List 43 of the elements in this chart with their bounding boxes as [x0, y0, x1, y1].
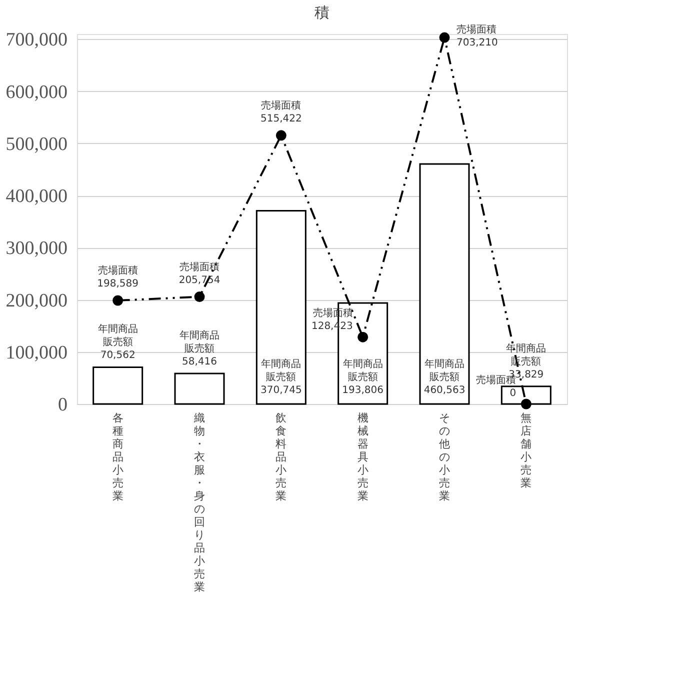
text: 売場面積	[261, 100, 302, 112]
x-tick-label: その他の小売業	[439, 412, 450, 502]
data-label: 70,562	[100, 350, 136, 362]
y-tick-label: 200,000	[6, 290, 68, 312]
point	[439, 32, 450, 43]
y-tick-label: 0	[58, 394, 68, 416]
bar	[174, 372, 225, 405]
text: 売場面積	[98, 266, 138, 277]
data-label: 58,416	[182, 356, 217, 368]
y-tick-label: 700,000	[6, 30, 68, 51]
x-tick-label: 各種商品小売業	[112, 412, 124, 502]
bar	[92, 366, 144, 405]
data-label: 193,806	[342, 385, 384, 396]
category-label: 織物・衣服・身の回り品小売業	[194, 412, 205, 594]
x-tick-label: 無店舗小売業	[520, 412, 532, 490]
series-label: 年間商品販売額	[261, 358, 302, 383]
text: 年間商品販売額	[98, 324, 138, 348]
text: 年間商品販売額	[342, 359, 383, 383]
bar	[419, 163, 470, 405]
chart-title: 積	[314, 4, 330, 22]
point	[276, 130, 286, 141]
data-label: 0	[510, 388, 516, 399]
point	[194, 292, 205, 302]
data-label: 703,210	[456, 38, 498, 49]
y-tick-label: 100,000	[6, 342, 68, 364]
text: 売場面積	[180, 262, 220, 273]
text: 年間商品販売額	[424, 359, 464, 383]
x-tick-label: 飲食料品小売業	[276, 412, 287, 502]
point	[112, 295, 124, 306]
y-tick-label: 400,000	[6, 186, 68, 208]
y-tick-label: 500,000	[6, 134, 68, 155]
text: 年間商品販売額	[180, 330, 220, 355]
x-tick-label: 機械器具小売業	[357, 412, 368, 502]
bar	[256, 210, 306, 405]
y-tick-label: 300,000	[6, 238, 68, 260]
text: 売場面積	[456, 24, 496, 36]
data-label: 370,745	[260, 385, 302, 396]
data-label: 460,563	[424, 385, 466, 396]
y-tick-label: 600,000	[6, 82, 68, 103]
data-label: 515,422	[260, 113, 302, 124]
point	[520, 398, 532, 410]
data-label: 198,589	[97, 278, 139, 290]
point	[358, 332, 368, 342]
